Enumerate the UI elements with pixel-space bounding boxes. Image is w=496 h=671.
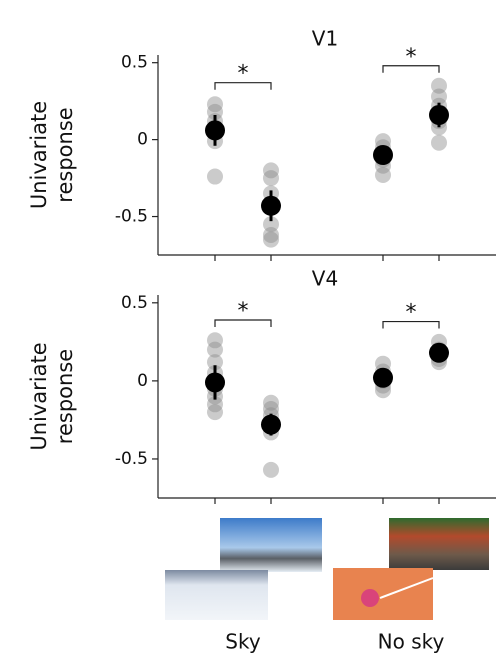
- significance-bracket: [382, 65, 440, 73]
- subject-point: [375, 355, 391, 372]
- x-group-label: No sky: [378, 630, 445, 654]
- court-line: [379, 577, 434, 599]
- y-axis-label: response: [53, 349, 77, 444]
- subject-point: [207, 396, 223, 413]
- y-tick-label: -0.5: [115, 449, 148, 469]
- sky-image: [220, 518, 322, 572]
- significance-star: *: [406, 45, 417, 70]
- subject-point: [263, 231, 279, 248]
- significance-bracket: [214, 82, 272, 90]
- subject-point: [375, 167, 391, 183]
- y-tick-label: -0.5: [115, 207, 148, 227]
- y-axis-label: Univariate: [27, 101, 51, 209]
- sky-image: [165, 570, 268, 620]
- panel-title: V4: [312, 267, 338, 291]
- panel-title: V1: [312, 27, 338, 51]
- y-tick-label: 0.5: [121, 293, 148, 313]
- subject-point: [263, 461, 279, 478]
- significance-bracket: [214, 319, 272, 327]
- no-sky-image: [389, 518, 489, 570]
- subject-point: [263, 400, 279, 417]
- mean-point: [205, 372, 225, 393]
- y-tick-label: 0.5: [121, 53, 148, 73]
- subject-point: [431, 77, 447, 94]
- significance-star: *: [238, 299, 249, 324]
- subject-point: [263, 227, 279, 243]
- significance-star: *: [406, 301, 417, 326]
- no-sky-image: [333, 568, 433, 620]
- mean-point: [373, 145, 393, 165]
- significance-bracket: [382, 320, 440, 329]
- mean-point: [205, 120, 225, 141]
- significance-star: *: [238, 62, 249, 87]
- y-tick-label: 0: [137, 371, 148, 391]
- x-group-label: Sky: [225, 630, 261, 654]
- subject-point: [263, 216, 279, 233]
- subject-point: [207, 103, 223, 120]
- y-axis-label: Univariate: [27, 342, 51, 450]
- y-tick-label: 0: [137, 130, 148, 150]
- mean-point: [373, 367, 393, 388]
- subject-point: [207, 354, 223, 371]
- mean-point: [261, 414, 281, 435]
- subject-point: [207, 341, 223, 358]
- subject-point: [431, 134, 447, 151]
- subject-point: [263, 394, 279, 411]
- y-axis-label: response: [53, 107, 77, 202]
- subject-point: [375, 133, 391, 150]
- subject-point: [263, 170, 279, 187]
- mean-point: [261, 195, 281, 216]
- mean-point: [429, 105, 449, 125]
- subject-point: [207, 96, 223, 113]
- subject-point: [431, 88, 447, 105]
- mean-point: [429, 342, 449, 363]
- subject-point: [207, 404, 223, 421]
- subject-point: [263, 162, 279, 179]
- subject-point: [207, 332, 223, 349]
- player: [361, 589, 379, 607]
- subject-point: [207, 168, 223, 185]
